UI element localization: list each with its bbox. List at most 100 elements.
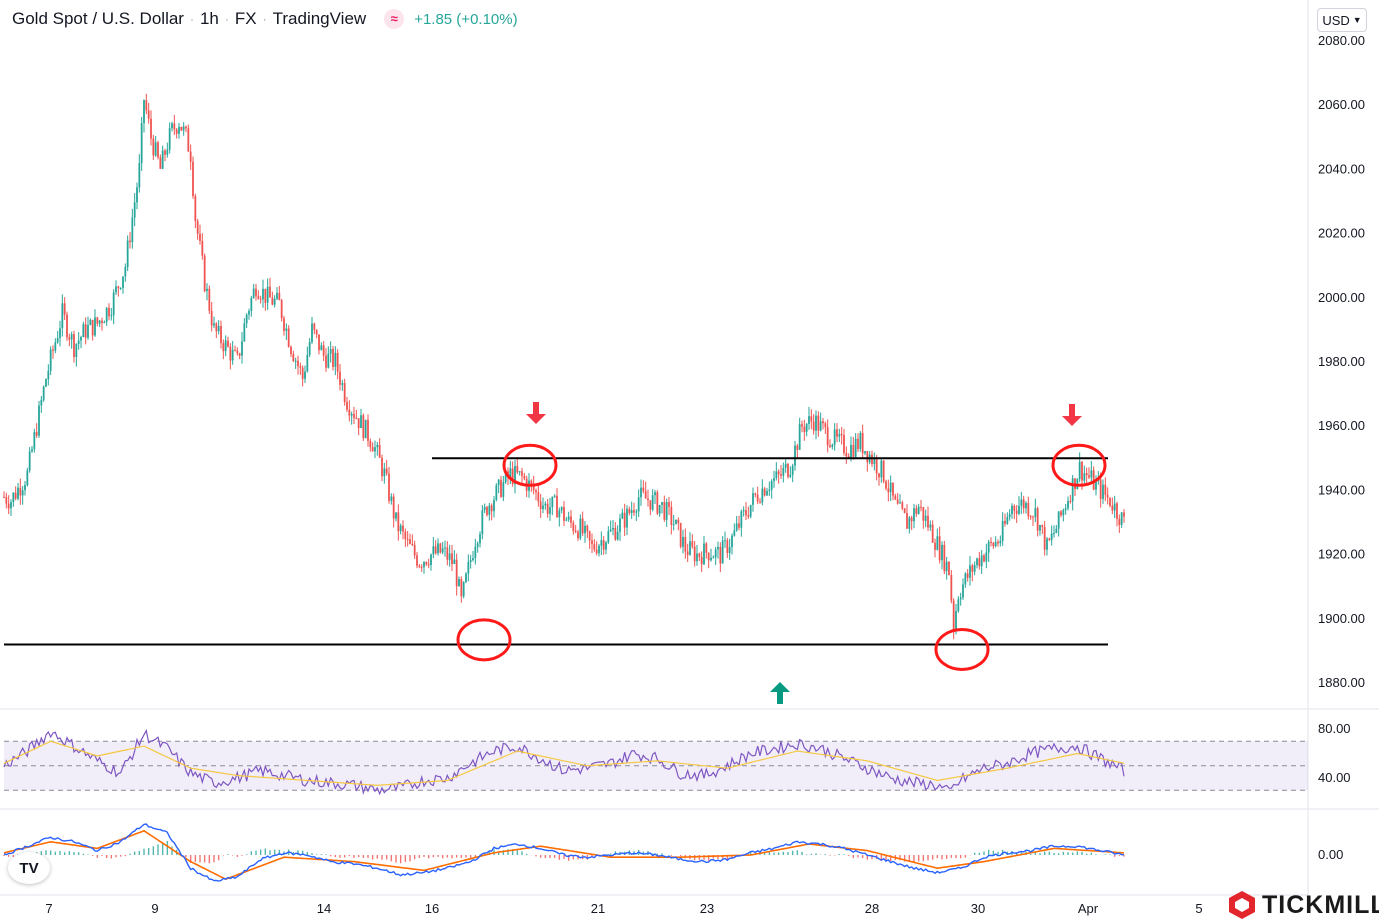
candle-body: [812, 421, 815, 431]
candle-body: [852, 444, 855, 457]
candle-body: [586, 525, 589, 532]
candle-body: [913, 508, 915, 522]
candle-body: [287, 328, 290, 347]
candle-body: [14, 492, 17, 499]
symbol-name[interactable]: Gold Spot / U.S. Dollar: [12, 9, 184, 28]
candle-body: [80, 337, 82, 341]
candle-body: [882, 460, 885, 482]
price-tick-label: 1940.00: [1318, 482, 1365, 497]
candle-body: [222, 343, 225, 352]
candle-body: [1032, 516, 1034, 518]
time-tick-label: 7: [45, 901, 52, 916]
time-tick-label: 14: [317, 901, 331, 916]
candle-body: [899, 502, 901, 504]
candle-body: [861, 432, 864, 454]
candle-body: [990, 541, 992, 544]
candle-body: [826, 427, 829, 446]
candle-body: [259, 298, 262, 300]
candle-body: [423, 562, 425, 568]
candle-body: [224, 340, 227, 352]
tickmill-logo-icon: [1229, 891, 1255, 919]
candle-body: [822, 421, 824, 424]
candle-body: [133, 202, 136, 218]
arrow-down-icon: [1062, 404, 1082, 426]
candle-body: [392, 496, 395, 519]
candle-body: [500, 479, 502, 497]
candle-body: [136, 187, 138, 203]
candle-body: [110, 315, 113, 317]
candle-body: [948, 561, 950, 575]
candle-body: [168, 128, 171, 150]
candle-body: [332, 348, 334, 367]
candle-body: [374, 447, 376, 452]
candle-body: [768, 489, 771, 491]
candle-body: [371, 447, 374, 452]
candle-body: [894, 495, 897, 500]
candle-body: [707, 552, 710, 561]
candle-body: [623, 512, 626, 528]
candle-body: [684, 536, 687, 552]
candle-body: [509, 468, 512, 478]
candle-body: [574, 531, 577, 533]
candle-body: [159, 157, 162, 169]
price-tick-label: 1880.00: [1318, 675, 1365, 690]
candle-body: [908, 517, 911, 529]
candle-body: [17, 487, 19, 499]
tradingview-logo[interactable]: TV: [8, 852, 50, 884]
candle-body: [441, 548, 444, 553]
candle-body: [103, 322, 106, 324]
candle-body: [122, 276, 124, 288]
wave-icon[interactable]: ≈: [384, 9, 405, 29]
candle-body: [570, 516, 572, 523]
candle-body: [955, 611, 957, 631]
candle-body: [936, 536, 939, 550]
candle-body: [474, 546, 477, 559]
candle-body: [978, 558, 981, 567]
currency-selector[interactable]: USD ▼: [1317, 8, 1367, 32]
price-tick-label: 1900.00: [1318, 611, 1365, 626]
candle-body: [609, 529, 612, 532]
candle-body: [325, 355, 327, 368]
candle-body: [1120, 512, 1123, 525]
candle-body: [917, 506, 920, 514]
candle-body: [831, 444, 834, 447]
candle-body: [516, 465, 519, 473]
candle-body: [448, 553, 451, 560]
candle-body: [859, 432, 862, 449]
candle-body: [910, 517, 913, 522]
candle-body: [658, 504, 661, 514]
candle-body: [654, 492, 656, 496]
candle-body: [458, 579, 460, 587]
candle-body: [35, 432, 38, 436]
candle-body: [497, 479, 500, 486]
candle-body: [339, 371, 341, 385]
candle-body: [1015, 510, 1018, 514]
candle-body: [850, 444, 852, 458]
candle-body: [588, 531, 591, 541]
candle-body: [161, 150, 164, 169]
candle-body: [847, 456, 850, 458]
candle-body: [297, 360, 299, 367]
candle-body: [189, 151, 192, 162]
candle-body: [1041, 525, 1044, 528]
candle-body: [1027, 502, 1030, 517]
candle-body: [929, 524, 932, 528]
separator-dot: ·: [262, 12, 267, 26]
candle-body: [40, 399, 43, 406]
candle-body: [490, 505, 493, 512]
candle-body: [432, 546, 435, 555]
candle-body: [45, 379, 47, 387]
candle-body: [19, 487, 22, 496]
price-tick-label: 2080.00: [1318, 33, 1365, 48]
interval-label[interactable]: 1h: [199, 9, 219, 28]
candle-body: [367, 419, 369, 441]
candle-body: [864, 451, 866, 454]
candle-body: [537, 492, 540, 502]
candle-body: [66, 314, 68, 338]
candle-body: [997, 541, 999, 544]
candle-body: [157, 142, 159, 158]
candle-body: [243, 323, 246, 342]
candle-body: [1111, 505, 1114, 511]
candle-body: [530, 480, 533, 484]
